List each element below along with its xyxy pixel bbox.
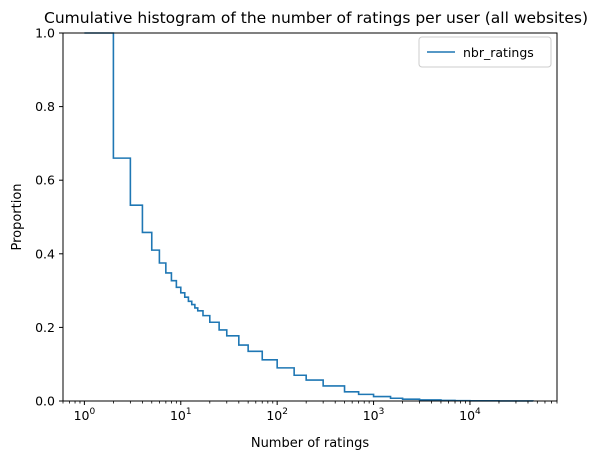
y-tick-label: 0.6 bbox=[35, 173, 55, 188]
y-tick-label: 1.0 bbox=[35, 26, 55, 41]
legend-label-nbr-ratings: nbr_ratings bbox=[463, 45, 534, 60]
x-axis: 100 101 102 103 104 bbox=[62, 401, 558, 423]
plot-area bbox=[62, 32, 558, 402]
x-tick-label: 103 bbox=[363, 407, 385, 423]
chart-title: Cumulative histogram of the number of ra… bbox=[44, 9, 588, 27]
y-tick-label: 0.8 bbox=[35, 99, 55, 114]
series-line-nbr-ratings bbox=[84, 32, 534, 402]
legend: nbr_ratings bbox=[418, 36, 552, 68]
x-tick-label: 104 bbox=[459, 407, 481, 423]
y-axis: 0.0 0.2 0.4 0.6 0.8 1.0 bbox=[35, 26, 63, 409]
x-tick-label: 100 bbox=[74, 407, 96, 423]
x-tick-label: 101 bbox=[170, 407, 192, 423]
legend-box bbox=[418, 36, 552, 68]
y-tick-label: 0.2 bbox=[35, 320, 55, 335]
x-axis-label: Number of ratings bbox=[251, 436, 370, 451]
x-tick-label: 102 bbox=[266, 407, 288, 423]
y-tick-label: 0.0 bbox=[35, 394, 55, 409]
y-tick-label: 0.4 bbox=[35, 246, 55, 261]
plot-frame bbox=[62, 32, 558, 402]
y-axis-label: Proportion bbox=[10, 183, 25, 250]
